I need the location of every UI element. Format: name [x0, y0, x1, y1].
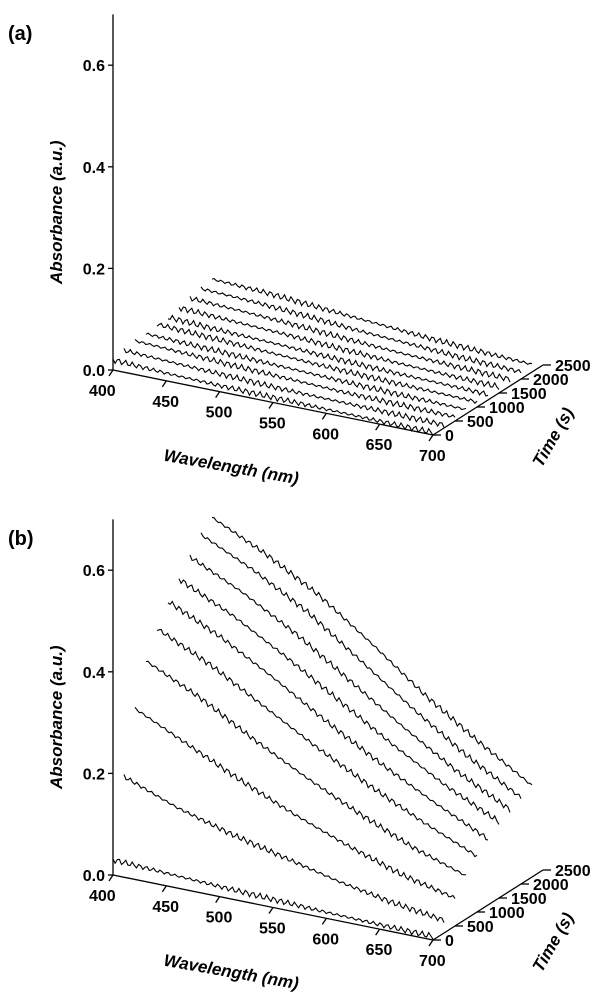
- chart-a-x-axis-title: Wavelength (nm): [162, 446, 300, 488]
- chart-b-y-axis-title: Absorbance (a.u.): [47, 645, 66, 790]
- chart-a-x-tick-mark: [108, 369, 114, 377]
- chart-b-z-tick-label: 1500: [511, 891, 547, 908]
- panel-b: (b) 0.0 0.2 0.4 0.6 400 450 500 550 600 650 700 0 500…: [0, 505, 601, 995]
- chart-a-y-tick-label: 0.6: [83, 58, 105, 75]
- chart-a-y-tick-label: 0.2: [83, 261, 105, 278]
- chart-a-z-tick-label: 1500: [511, 386, 547, 403]
- chart-b-spectrum-line: [123, 774, 445, 923]
- chart-b-spectrum-line: [189, 554, 511, 813]
- chart-a-x-tick-mark: [268, 402, 274, 409]
- chart-b-spectrum-line: [167, 600, 489, 841]
- chart-b-svg: (b) 0.0 0.2 0.4 0.6 400 450 500 550 600 650 700 0 500…: [8, 516, 591, 993]
- chart-b-y-tick-label: 0.6: [83, 563, 105, 580]
- chart-a-x-tick-label: 400: [89, 383, 116, 400]
- chart-a-x-tick-mark: [161, 380, 167, 388]
- chart-a-x-tick-label: 500: [206, 405, 233, 422]
- chart-a-spectrum-line: [134, 338, 456, 418]
- chart-a-panel-label: (a): [8, 23, 32, 45]
- chart-b-z-tick-label: 1000: [489, 905, 525, 922]
- chart-b-spectrum-line: [156, 628, 478, 858]
- chart-b-z-tick-label: 500: [467, 919, 494, 936]
- chart-a-x-tick-mark: [321, 412, 327, 420]
- chart-b-x-tick-label: 650: [366, 942, 393, 959]
- chart-a-x-tick-label: 600: [312, 426, 339, 443]
- chart-b-x-tick-label: 550: [259, 921, 286, 938]
- chart-a-z-axis: [432, 364, 544, 436]
- chart-a-x-tick-label: 450: [152, 394, 179, 411]
- chart-b-z-tick-label: 2000: [533, 877, 569, 894]
- chart-a-z-tick-label: 1000: [489, 400, 525, 417]
- chart-b-panel-label: (b): [8, 528, 34, 550]
- chart-a-x-tick-label: 550: [259, 416, 286, 433]
- chart-a-spectrum-line: [200, 286, 522, 374]
- chart-b-y-tick-label: 0.4: [83, 665, 105, 682]
- chart-a-z-tick-label: 500: [467, 414, 494, 431]
- chart-b-spectrum-line: [211, 516, 533, 786]
- chart-b-z-axis: [432, 869, 544, 941]
- chart-a-z-tick-label: 2000: [533, 372, 569, 389]
- chart-b-spectrum-line: [134, 706, 456, 899]
- chart-a-spectrum-line: [211, 277, 533, 366]
- chart-a-spectrum-line: [167, 314, 489, 397]
- chart-b-x-axis-title: Wavelength (nm): [162, 951, 300, 993]
- chart-b-x-tick-label: 600: [312, 931, 339, 948]
- chart-b-z-tick-label: 0: [445, 933, 454, 950]
- chart-a-x-tick-mark: [215, 391, 221, 399]
- chart-a-y-tick-label: 0.4: [83, 160, 105, 177]
- chart-b-z-tick-label: 2500: [555, 863, 591, 880]
- chart-b-x-tick-mark: [215, 896, 221, 904]
- chart-a-y-tick-label: 0.0: [83, 363, 105, 380]
- chart-a-spectrum-line: [189, 296, 511, 383]
- chart-b-x-tick-mark: [108, 874, 114, 882]
- chart-b-spectrum-line: [200, 532, 522, 799]
- chart-b-x-tick-mark: [321, 917, 327, 925]
- chart-a-x-tick-mark: [428, 434, 434, 442]
- chart-b-x-tick-mark: [375, 928, 381, 936]
- chart-a-x-tick-mark: [375, 423, 381, 431]
- chart-a-spectrum-line: [145, 332, 467, 411]
- chart-a-z-tick-label: 2500: [555, 358, 591, 375]
- chart-a-spectrum-line: [123, 348, 445, 428]
- chart-b-spectrum-line: [178, 578, 500, 825]
- chart-a-z-axis-title: Time (s): [529, 404, 578, 470]
- chart-a-spectrum-line: [178, 306, 500, 390]
- chart-a-x-tick-label: 700: [419, 448, 446, 465]
- chart-a-x-tick-label: 650: [366, 437, 393, 454]
- chart-b-y-tick-label: 0.0: [83, 868, 105, 885]
- chart-b-y-tick-label: 0.2: [83, 766, 105, 783]
- chart-a-z-tick-label: 0: [445, 428, 454, 445]
- chart-b-x-tick-mark: [428, 939, 434, 947]
- chart-b-x-tick-mark: [268, 907, 274, 914]
- chart-a-spectrum-line: [112, 358, 434, 436]
- chart-b-x-tick-label: 400: [89, 888, 116, 905]
- chart-a-y-axis-title: Absorbance (a.u.): [47, 140, 66, 285]
- chart-b-x-tick-label: 500: [206, 910, 233, 927]
- chart-b-x-tick-label: 700: [419, 953, 446, 970]
- chart-a-svg: (a) 0.0 0.2 0.4 0.6 400 450 500 550 600 650 700 0 500…: [8, 14, 591, 488]
- chart-b-x-tick-label: 450: [152, 899, 179, 916]
- chart-b-x-tick-mark: [161, 885, 167, 893]
- chart-a-spectrum-line: [156, 322, 478, 405]
- chart-b-spectrum-line: [112, 858, 434, 940]
- chart-b-spectrum-line: [145, 660, 467, 876]
- panel-a: (a) 0.0 0.2 0.4 0.6 400 450 500 550 600 650 700 0 500…: [0, 0, 601, 490]
- chart-b-z-axis-title: Time (s): [529, 909, 578, 975]
